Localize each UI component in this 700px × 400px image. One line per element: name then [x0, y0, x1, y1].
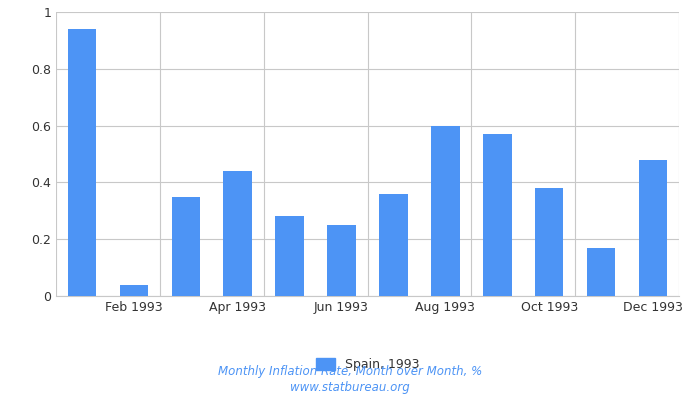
Bar — [120, 285, 148, 296]
Bar — [328, 225, 356, 296]
Bar — [275, 216, 304, 296]
Text: www.statbureau.org: www.statbureau.org — [290, 382, 410, 394]
Bar — [172, 197, 200, 296]
Bar — [587, 248, 615, 296]
Text: Monthly Inflation Rate, Month over Month, %: Monthly Inflation Rate, Month over Month… — [218, 366, 482, 378]
Bar — [431, 126, 460, 296]
Bar — [68, 29, 96, 296]
Bar — [223, 171, 252, 296]
Bar — [639, 160, 667, 296]
Legend: Spain, 1993: Spain, 1993 — [311, 353, 424, 376]
Bar — [535, 188, 564, 296]
Bar — [483, 134, 512, 296]
Bar — [379, 194, 407, 296]
